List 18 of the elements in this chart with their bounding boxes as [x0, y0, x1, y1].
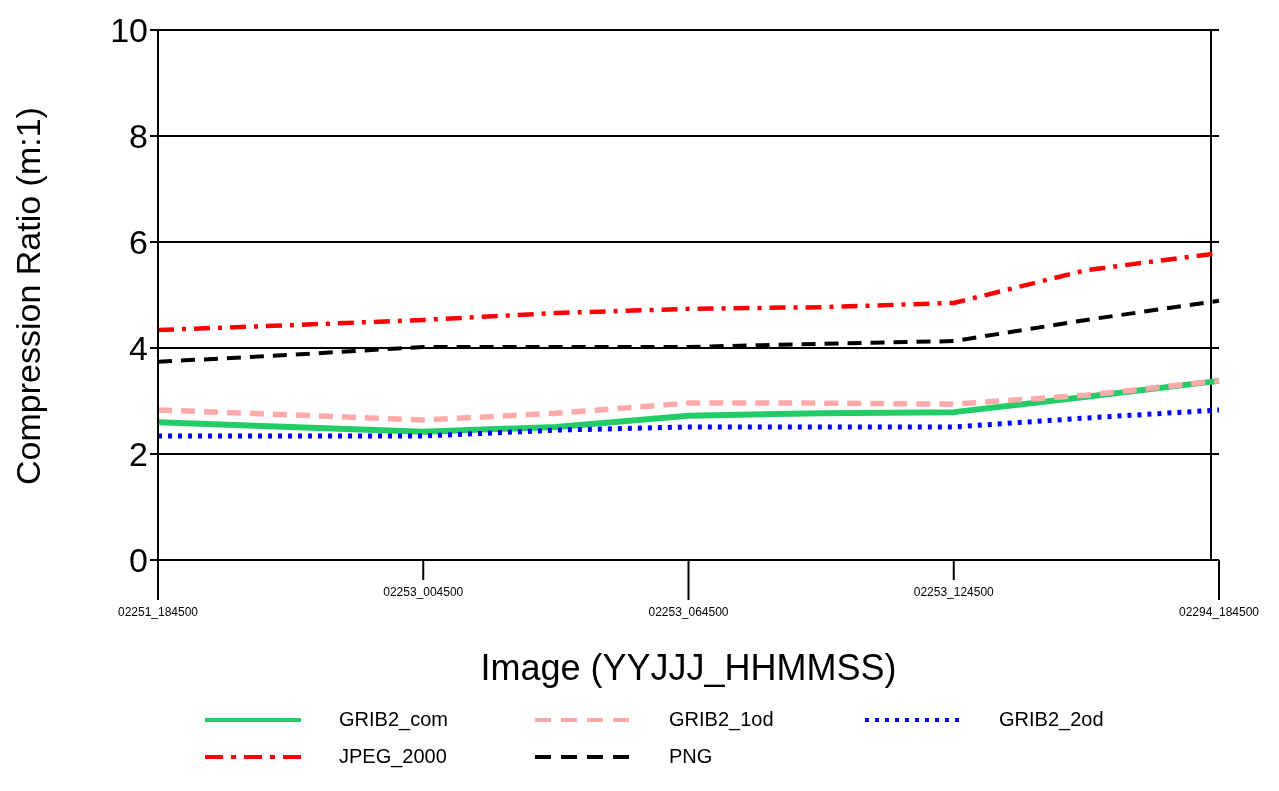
legend-label: GRIB2_2od: [999, 708, 1104, 731]
x-tick-label: 02294_184500: [1178, 605, 1260, 619]
legend-label: JPEG_2000: [339, 745, 447, 768]
x-tick-label: 02253_064500: [648, 605, 729, 619]
y-tick-label: 8: [129, 117, 148, 156]
y-axis-title: Compression Ratio (m:1): [9, 107, 48, 485]
y-tick-label: 2: [129, 435, 148, 474]
x-tick-label: 02251_184500: [117, 605, 199, 619]
x-tick-label: 02253_124500: [913, 585, 995, 599]
x-axis-title: Image (YYJJJ_HHMMSS): [480, 647, 897, 688]
y-tick-label: 0: [129, 541, 148, 580]
x-tick-label: 02253_004500: [383, 585, 464, 599]
legend-label: GRIB2_1od: [669, 708, 774, 731]
legend-label: GRIB2_com: [339, 708, 448, 731]
y-tick-label: 4: [129, 329, 148, 368]
legend-label: PNG: [669, 745, 713, 768]
y-tick-label: 10: [110, 11, 148, 50]
y-tick-label: 6: [129, 223, 148, 262]
